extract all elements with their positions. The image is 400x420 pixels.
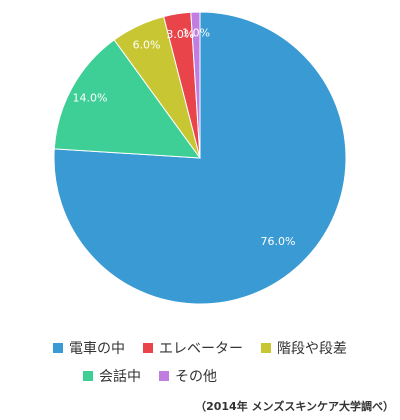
slice-label-0: 76.0% xyxy=(260,235,295,248)
pie-slice-4[interactable] xyxy=(190,11,201,159)
legend-label: 電車の中 xyxy=(69,341,125,357)
legend-label: 会話中 xyxy=(99,369,141,385)
legend-item-conversation[interactable]: 会話中 xyxy=(83,366,141,386)
legend-swatch xyxy=(261,343,271,353)
legend-swatch xyxy=(143,343,153,353)
pie-slice-3[interactable] xyxy=(53,39,202,159)
legend-row-1: 電車の中 エレベーター 階段や段差 xyxy=(0,338,400,358)
source-note: （2014年 メンズスキンケア大学調べ） xyxy=(195,400,394,413)
legend-swatch xyxy=(159,371,169,381)
legend-item-stairs[interactable]: 階段や段差 xyxy=(261,338,347,358)
slice-label-2: 6.0% xyxy=(133,38,161,51)
slice-labels: 76.0% 14.0% 6.0% 3.0%1.0% xyxy=(72,27,295,249)
legend-item-other[interactable]: その他 xyxy=(159,366,217,386)
pie-chart: 76.0% 14.0% 6.0% 3.0%1.0% xyxy=(53,11,347,305)
legend-row-2: 会話中 その他 xyxy=(0,366,350,386)
legend-label: エレベーター xyxy=(159,341,243,357)
legend-item-densha[interactable]: 電車の中 xyxy=(53,338,125,358)
slice-label-3: 14.0% xyxy=(72,92,107,105)
pie-slices xyxy=(53,11,347,305)
legend-swatch xyxy=(53,343,63,353)
legend-item-elevator[interactable]: エレベーター xyxy=(143,338,243,358)
legend-label: 階段や段差 xyxy=(277,341,347,357)
slice-label-1: 3.0% xyxy=(166,28,194,41)
legend-swatch xyxy=(83,371,93,381)
legend-label: その他 xyxy=(175,369,217,385)
slice-label-4: 1.0% xyxy=(182,27,210,40)
